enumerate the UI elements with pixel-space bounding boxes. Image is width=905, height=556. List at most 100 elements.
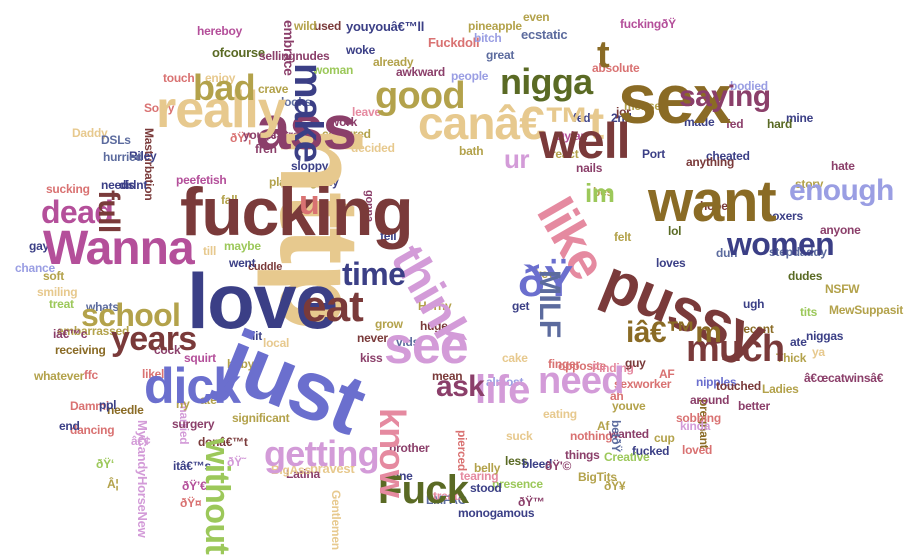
cloud-word-small-38: treats [433, 489, 465, 503]
cloud-word-small-42: surgery [172, 417, 215, 431]
cloud-word-18: make [286, 63, 330, 163]
cloud-word-23: Fuck [378, 468, 469, 512]
cloud-word-small-17: monogamous [458, 506, 535, 520]
cloud-word-21: saying [679, 80, 771, 113]
cloud-word-small-93: squirt [184, 351, 216, 365]
cloud-word-small-33: touched [716, 379, 761, 393]
cloud-word-small-142: sucking [46, 182, 90, 196]
cloud-word-small-145: BigTits [578, 470, 617, 484]
cloud-word-small-153: ppl [99, 398, 117, 412]
cloud-word-43: ur [504, 144, 529, 174]
cloud-word-small-2: Fuckdoll [428, 35, 480, 50]
cloud-word-28: iâ€™m [626, 316, 722, 349]
cloud-word-small-13: hate [831, 159, 855, 173]
cloud-word-small-174: ðŸ‘ [96, 457, 114, 471]
cloud-word-small-11: boxers [765, 209, 803, 223]
cloud-word-small-149: grow [375, 317, 403, 331]
cloud-word-small-36: brother [389, 441, 430, 455]
cloud-word-small-181: kinda [680, 419, 711, 433]
cloud-word-small-32: nipples [696, 375, 737, 389]
cloud-word-small-156: ate [790, 335, 807, 349]
cloud-word-small-115: opposite [558, 359, 607, 373]
cloud-word-37: enough [789, 174, 894, 207]
cloud-word-small-117: guy [625, 356, 646, 370]
cloud-word-small-121: nails [576, 161, 603, 175]
cloud-word-small-113: stood [470, 481, 502, 495]
cloud-word-32: school [81, 297, 181, 333]
cloud-word-small-86: almost [486, 375, 524, 389]
cloud-word-small-6: ofcourse [212, 45, 265, 60]
cloud-word-small-151: cup [654, 431, 675, 445]
cloud-word-small-18: Gentlemen [329, 490, 343, 550]
cloud-word-33: time [342, 256, 406, 292]
cloud-word-small-99: whats [86, 300, 119, 314]
cloud-word-small-34: better [738, 399, 770, 413]
cloud-word-24: know [372, 408, 413, 498]
cloud-word-small-85: youve [612, 399, 646, 413]
cloud-word-42: im [585, 178, 615, 208]
cloud-word-small-172: ðŸ˜ [227, 455, 246, 469]
cloud-word-small-107: vids [396, 335, 420, 349]
cloud-word-small-155: tits [800, 305, 818, 319]
cloud-word-small-30: Thick [776, 351, 807, 365]
cloud-word-22: bad [193, 67, 256, 108]
cloud-word-small-118: loves [656, 256, 686, 270]
cloud-word-small-94: cock [154, 343, 181, 357]
cloud-word-small-89: kiss [360, 351, 383, 365]
cloud-word-13: well [539, 113, 630, 169]
cloud-word-small-171: ðŸ’€ [182, 479, 207, 493]
cloud-word-small-45: coloured [322, 127, 371, 141]
cloud-word-small-100: soft [43, 269, 65, 283]
cloud-word-small-122: react [551, 147, 579, 161]
cloud-word-7: canâ€™t [418, 97, 604, 149]
cloud-word-15: ðŸ [518, 257, 573, 306]
cloud-word-small-176: ðŸ™ [518, 495, 545, 509]
cloud-word-small-167: iâ€™c [53, 327, 88, 341]
cloud-word-small-59: looks [281, 95, 312, 109]
cloud-word-small-91: never [357, 331, 388, 345]
cloud-word-small-54: hereboy [197, 24, 243, 38]
cloud-word-17: eat [302, 282, 364, 331]
cloud-word-small-110: one [392, 469, 413, 483]
cloud-word-small-159: ah [610, 389, 624, 403]
cloud-word-small-84: wanted [609, 427, 649, 441]
cloud-word-small-126: absolute [592, 61, 640, 75]
cloud-word-small-169: â€¢ [131, 434, 151, 448]
cloud-word-small-183: betðŸ [609, 420, 623, 453]
cloud-word-small-168: ðŸ’¦ [230, 131, 252, 145]
cloud-word-small-67: great [486, 48, 515, 62]
cloud-word-small-76: finger [548, 357, 580, 371]
cloud-word-small-60: already [373, 55, 414, 69]
cloud-word-small-9: peefetish [176, 173, 227, 187]
cloud-word-small-55: crave [258, 82, 289, 96]
cloud-word-small-51: recent [739, 322, 774, 336]
cloud-word-small-57: enjoy [205, 71, 236, 85]
cloud-word-small-21: bravest [310, 461, 355, 476]
cloud-word-small-133: fren [255, 142, 277, 156]
cloud-word-small-178: ðŸ'© [545, 459, 572, 473]
cloud-word-small-44: sloppy [291, 159, 329, 173]
cloud-word-small-103: till [203, 244, 217, 258]
cloud-word-small-82: things [565, 448, 600, 462]
cloud-word-small-92: baby [227, 357, 255, 371]
cloud-word-38: MILF [533, 270, 566, 338]
cloud-word-small-47: bodied [730, 79, 768, 93]
cloud-word-19: good [375, 75, 466, 117]
cloud-word-small-50: anyone [820, 223, 861, 237]
cloud-word-small-24: receiving [55, 343, 106, 357]
cloud-word-small-108: key [535, 267, 555, 281]
cloud-word-small-83: nothing [570, 429, 613, 443]
cloud-word-small-163: Af [597, 419, 610, 433]
cloud-word-small-71: lol [668, 224, 682, 238]
cloud-word-small-125: mense [624, 99, 661, 113]
cloud-word-small-73: story [795, 177, 824, 191]
cloud-word-small-74: hard [767, 117, 793, 131]
cloud-word-small-48: bath [459, 144, 484, 158]
cloud-word-2: fucking [180, 174, 414, 250]
cloud-word-4: sex [618, 60, 732, 138]
cloud-word-small-40: needle [107, 403, 144, 417]
cloud-word-small-81: fucked [632, 444, 670, 458]
cloud-word-26: need [538, 360, 624, 402]
cloud-word-small-157: hope [700, 199, 728, 213]
cloud-word-small-147: maybe [224, 239, 261, 253]
